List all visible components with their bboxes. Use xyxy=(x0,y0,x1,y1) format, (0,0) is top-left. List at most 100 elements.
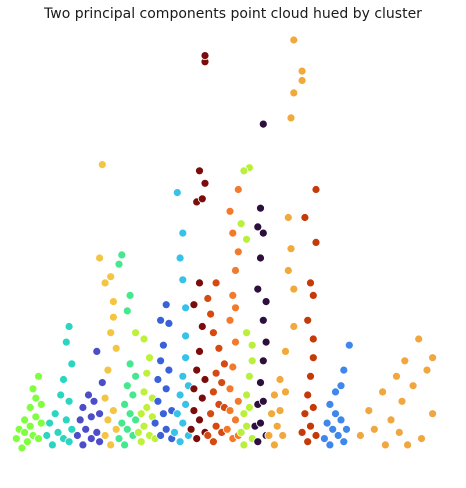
data-point xyxy=(394,427,404,437)
data-point xyxy=(258,356,268,366)
data-point xyxy=(172,188,182,198)
data-point xyxy=(386,415,396,425)
data-point xyxy=(325,399,335,409)
data-point xyxy=(228,362,238,372)
series-cluster-13 xyxy=(264,35,307,450)
data-point xyxy=(286,113,296,123)
data-point xyxy=(84,390,93,400)
data-point xyxy=(50,409,60,419)
data-point xyxy=(34,371,43,381)
data-point xyxy=(125,359,135,369)
data-point xyxy=(258,228,268,238)
data-point xyxy=(247,356,257,366)
data-point xyxy=(100,278,110,288)
data-point xyxy=(25,403,35,412)
data-point xyxy=(158,409,168,419)
series-cluster-1 xyxy=(42,322,77,450)
data-point xyxy=(73,431,82,440)
data-point xyxy=(286,244,296,254)
data-point xyxy=(189,300,199,310)
data-point xyxy=(114,434,124,444)
data-point xyxy=(131,415,141,425)
data-point xyxy=(175,437,185,447)
data-point xyxy=(103,365,113,375)
data-point xyxy=(78,403,88,412)
series-cluster-15 xyxy=(319,340,354,450)
data-point xyxy=(142,368,152,378)
data-point xyxy=(206,309,216,319)
data-point xyxy=(217,378,227,388)
data-point xyxy=(20,415,30,425)
data-point xyxy=(339,365,349,375)
data-point xyxy=(161,384,171,394)
data-point xyxy=(197,194,207,204)
data-point xyxy=(195,278,204,288)
data-point xyxy=(175,390,185,400)
data-point xyxy=(181,331,191,341)
data-point xyxy=(225,206,235,216)
data-point xyxy=(61,337,71,347)
data-point xyxy=(244,403,254,412)
data-point xyxy=(175,253,185,263)
data-point xyxy=(136,409,146,419)
data-point xyxy=(153,375,163,384)
data-point xyxy=(231,337,240,347)
data-point xyxy=(181,303,191,313)
data-point xyxy=(300,409,310,419)
data-point xyxy=(100,393,110,403)
data-point xyxy=(278,431,288,440)
data-point xyxy=(281,387,290,397)
data-point xyxy=(211,421,221,431)
data-point xyxy=(214,343,224,353)
data-point xyxy=(289,35,299,45)
data-point xyxy=(120,399,129,409)
data-point xyxy=(45,418,54,428)
data-point xyxy=(222,424,232,434)
data-point xyxy=(242,390,252,400)
data-point xyxy=(59,375,68,384)
data-point xyxy=(239,166,249,176)
data-point xyxy=(336,381,346,391)
data-point xyxy=(233,185,243,194)
data-point xyxy=(195,166,204,176)
data-point xyxy=(64,322,74,331)
data-point xyxy=(242,234,252,244)
data-point xyxy=(422,365,432,375)
data-point xyxy=(208,437,218,447)
data-point xyxy=(117,250,127,260)
series-cluster-5 xyxy=(131,328,160,447)
data-point xyxy=(197,322,207,331)
data-point xyxy=(197,393,207,403)
data-point xyxy=(109,297,118,307)
data-point xyxy=(133,427,143,437)
data-point xyxy=(231,415,240,425)
data-point xyxy=(267,409,277,419)
data-point xyxy=(109,406,118,416)
data-point xyxy=(256,418,265,428)
data-point xyxy=(161,424,171,434)
data-point xyxy=(48,440,57,450)
data-point xyxy=(308,290,318,300)
data-point xyxy=(400,356,410,366)
chart-title: Two principal components point cloud hue… xyxy=(44,6,422,22)
data-point xyxy=(61,415,71,425)
series-cluster-14 xyxy=(297,185,321,447)
data-point xyxy=(136,437,146,447)
data-point xyxy=(244,371,254,381)
data-point xyxy=(95,253,104,263)
data-point xyxy=(380,440,390,450)
data-point xyxy=(200,375,210,384)
data-point xyxy=(64,396,74,406)
data-point xyxy=(192,365,202,375)
series-cluster-16 xyxy=(355,334,438,450)
data-point xyxy=(100,431,110,440)
data-point xyxy=(211,368,221,378)
data-point xyxy=(164,318,174,328)
data-point xyxy=(36,399,46,409)
data-point xyxy=(253,284,263,294)
data-point xyxy=(303,390,313,400)
data-point xyxy=(339,437,349,447)
data-point xyxy=(228,290,238,300)
data-point xyxy=(392,371,401,381)
data-point xyxy=(308,403,318,412)
